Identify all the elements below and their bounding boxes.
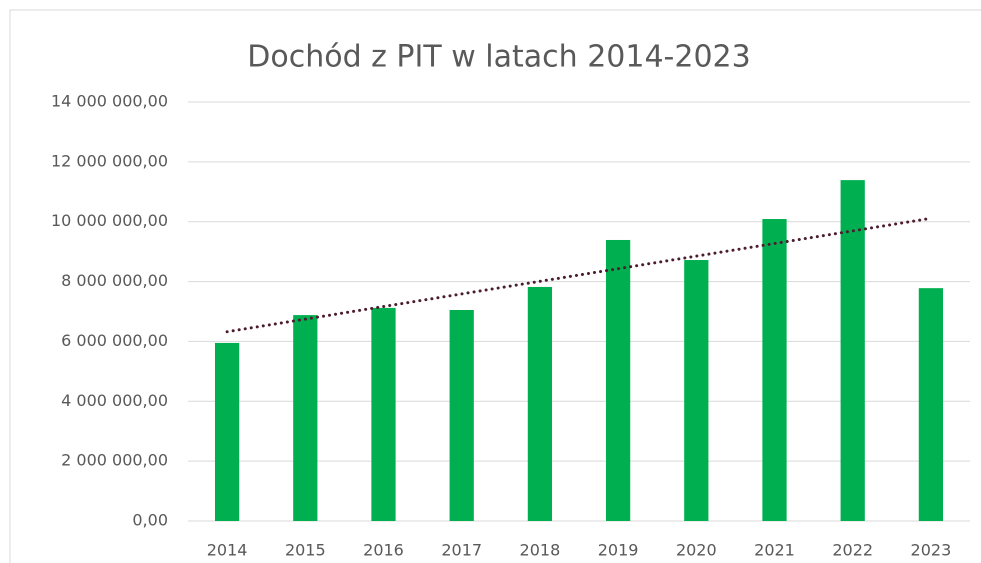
x-tick-label: 2018 (520, 541, 561, 560)
x-tick-label: 2017 (441, 541, 482, 560)
bar (449, 310, 474, 521)
y-tick-label: 0,00 (132, 511, 168, 530)
y-tick-label: 8 000 000,00 (61, 271, 168, 290)
bar (214, 342, 240, 521)
x-tick-label: 2019 (598, 541, 639, 560)
x-tick-label: 2020 (676, 541, 717, 560)
x-tick-label: 2022 (832, 541, 873, 560)
x-tick-label: 2016 (363, 541, 404, 560)
x-tick-label: 2015 (285, 541, 326, 560)
y-tick-label: 10 000 000,00 (51, 211, 168, 230)
y-tick-label: 4 000 000,00 (61, 391, 168, 410)
y-tick-label: 12 000 000,00 (51, 151, 168, 170)
x-tick-label: 2021 (754, 541, 795, 560)
y-tick-label: 14 000 000,00 (51, 92, 168, 111)
bar (684, 260, 709, 521)
x-tick-label: 2014 (207, 541, 248, 560)
bar (918, 288, 944, 521)
y-tick-label: 6 000 000,00 (61, 331, 168, 350)
bar (840, 180, 865, 521)
y-tick-label: 2 000 000,00 (61, 451, 168, 470)
chart-title: Dochód z PIT w latach 2014-2023 (247, 40, 750, 75)
bar (293, 315, 318, 521)
bar (527, 286, 553, 521)
bar (762, 219, 787, 521)
bar (605, 239, 631, 522)
bar (371, 307, 396, 521)
x-tick-label: 2023 (911, 541, 952, 560)
